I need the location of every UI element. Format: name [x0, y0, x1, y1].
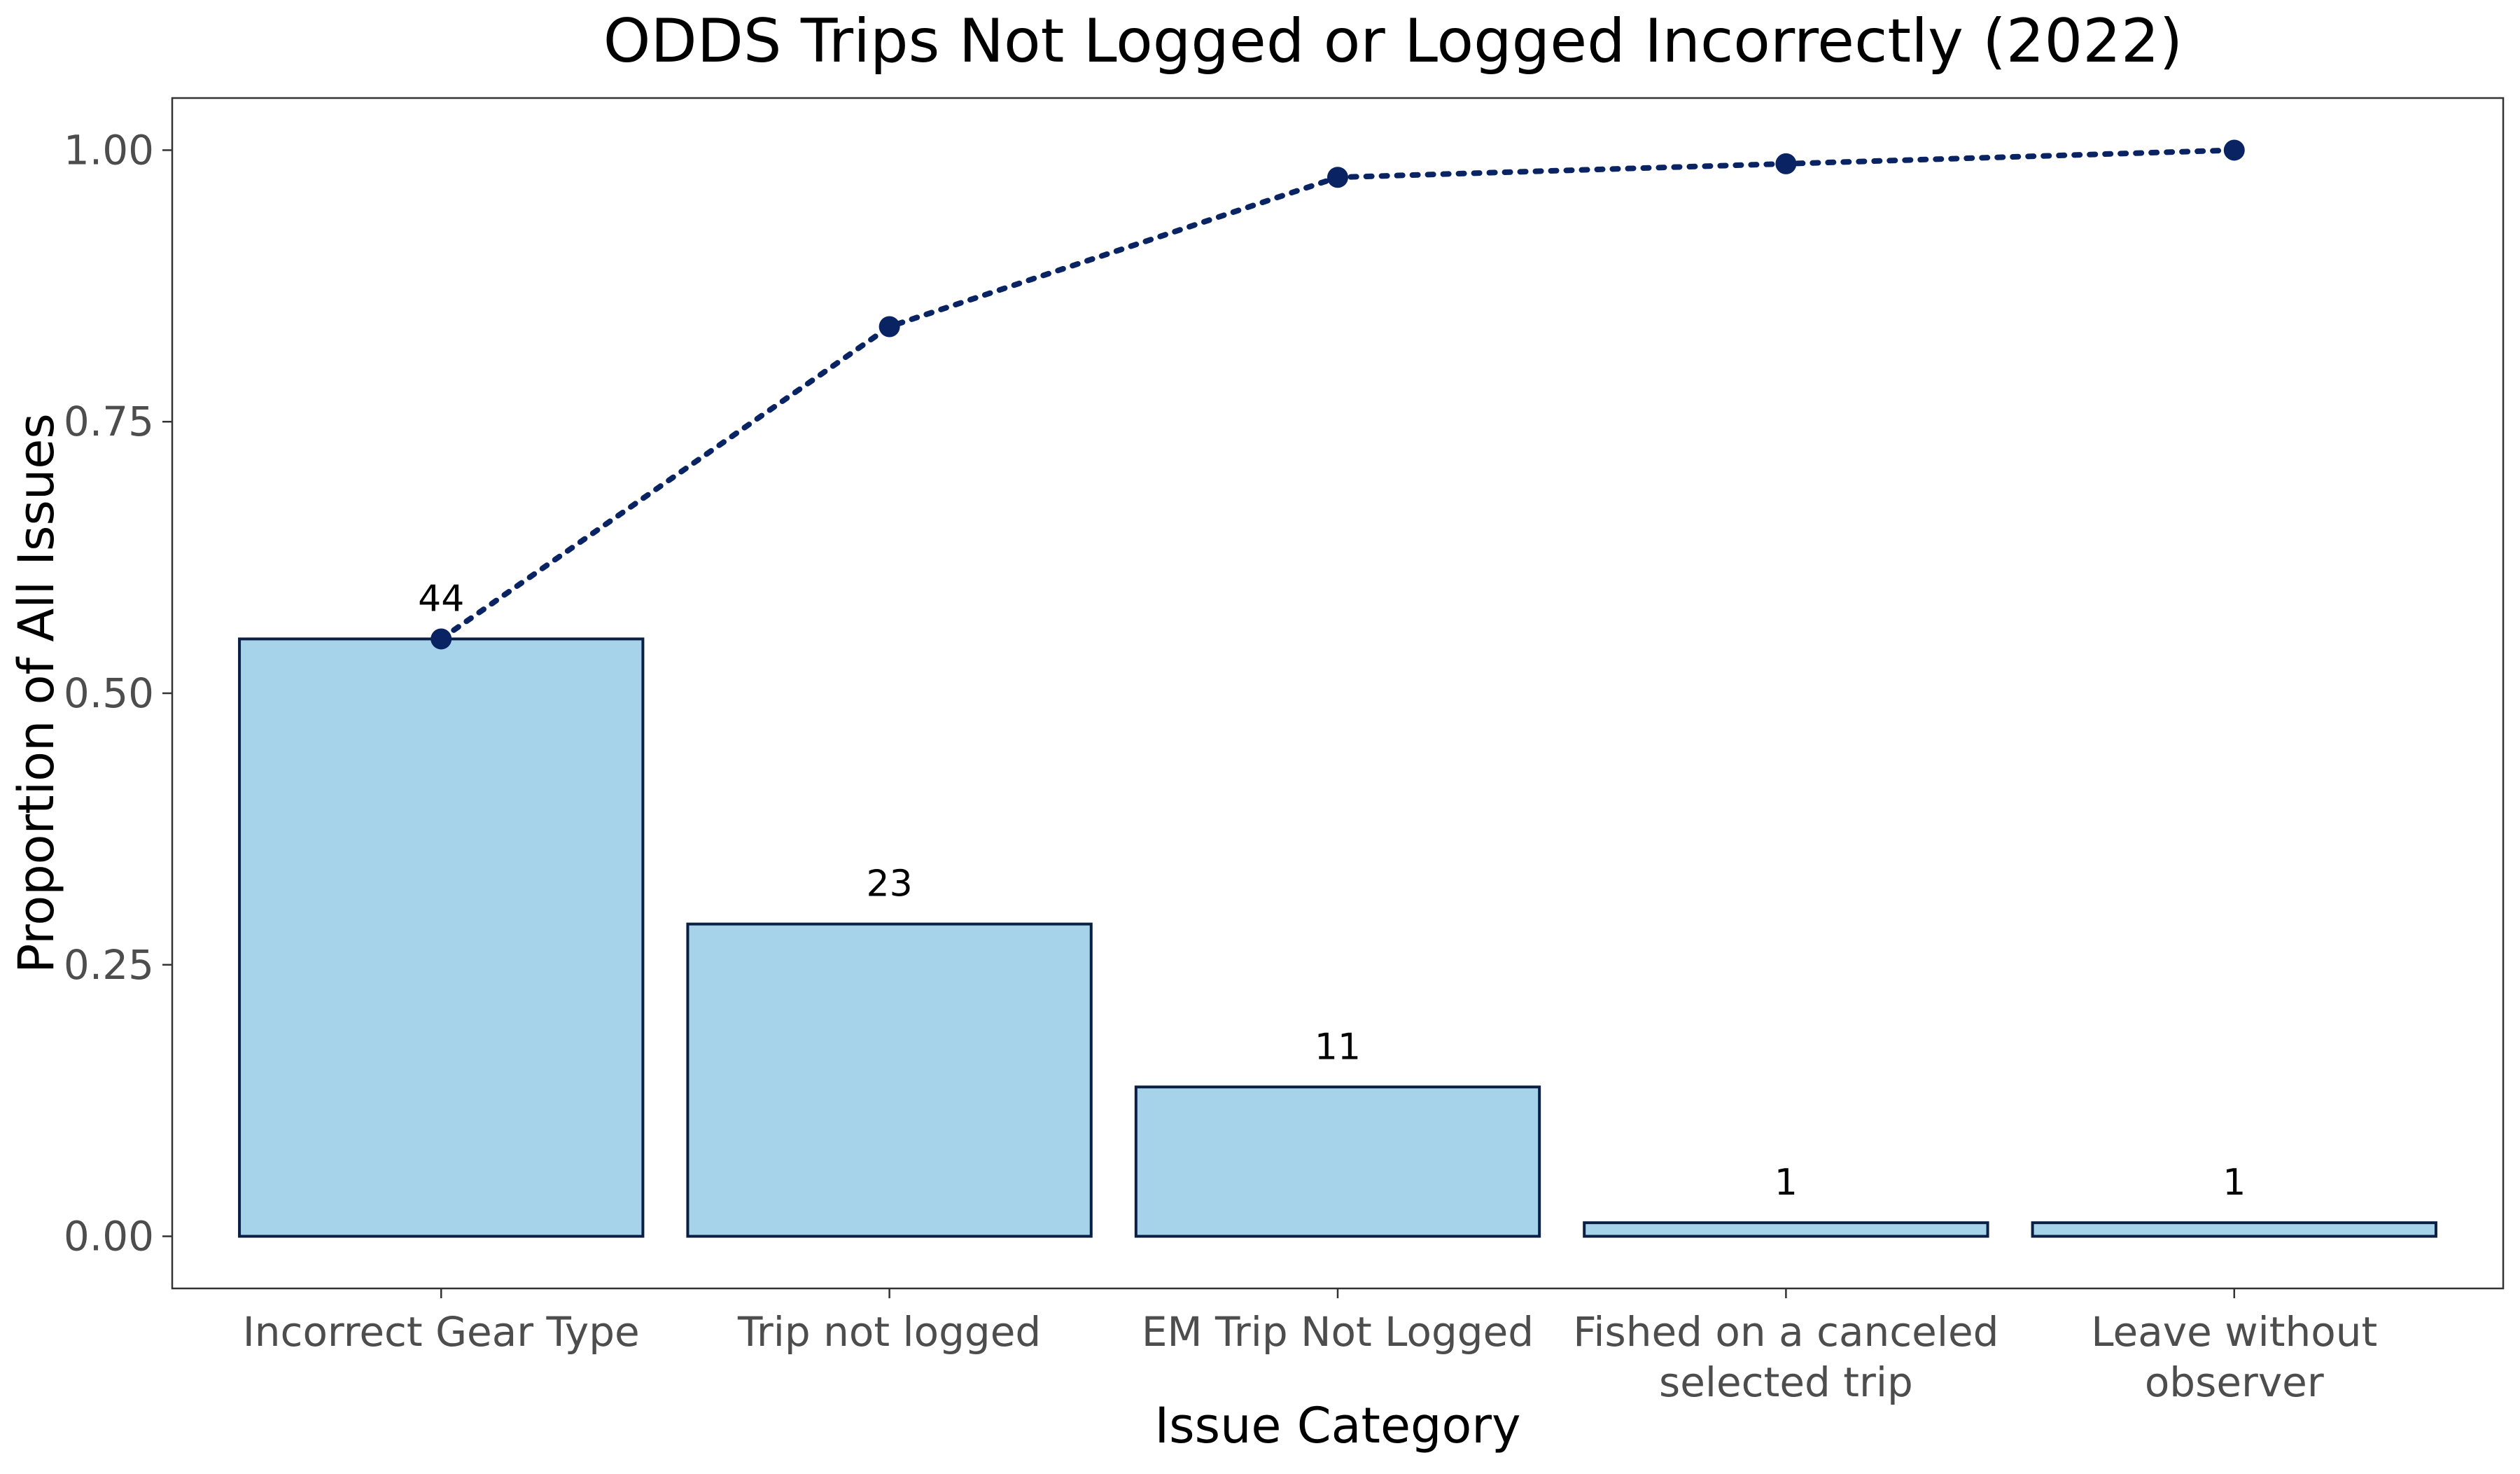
bar	[238, 637, 645, 1238]
x-axis-title: Issue Category	[1154, 1397, 1520, 1454]
bar	[2031, 1221, 2437, 1238]
bar	[686, 922, 1093, 1238]
x-tick-label-line: observer	[2145, 1358, 2324, 1406]
y-axis: 0.00 0.25 0.50 0.75 1.00	[64, 126, 172, 1260]
cumulative-line	[430, 139, 2245, 650]
x-tick-label-line: Fished on a canceled	[1573, 1308, 1998, 1356]
cumulative-point	[878, 316, 900, 338]
y-tick-label: 0.50	[64, 669, 154, 717]
bar-count-label: 11	[1315, 1026, 1361, 1068]
y-tick-label: 0.75	[64, 398, 154, 445]
x-axis: Incorrect Gear Type Trip not logged EM Tri…	[243, 1288, 2377, 1406]
x-tick-label: EM Trip Not Logged	[1142, 1308, 1534, 1356]
bar-count-label: 1	[2222, 1162, 2246, 1204]
bar-count-label: 1	[1774, 1162, 1798, 1204]
x-tick-label: Fished on a canceled selected trip	[1573, 1308, 1998, 1406]
x-tick-label-line: Leave without	[2091, 1308, 2377, 1356]
cumulative-point	[1327, 167, 1348, 188]
x-tick-label-line: selected trip	[1659, 1358, 1913, 1406]
x-tick-label: Leave without observer	[2091, 1308, 2377, 1406]
y-axis-title: Proportion of All Issues	[8, 413, 65, 973]
bar	[1134, 1085, 1541, 1238]
bar-count-label: 23	[867, 863, 913, 905]
y-tick-label: 1.00	[64, 126, 154, 174]
chart-title: ODDS Trips Not Logged or Logged Incorrec…	[603, 6, 2183, 76]
bar	[1583, 1221, 1989, 1238]
y-tick-label: 0.00	[64, 1213, 154, 1260]
cumulative-line-path	[438, 147, 2237, 642]
x-tick-label-line: Incorrect Gear Type	[243, 1308, 640, 1356]
cumulative-point	[430, 628, 452, 650]
x-tick-label: Incorrect Gear Type	[243, 1308, 640, 1356]
cumulative-point	[2223, 139, 2245, 161]
x-tick-label-line: Trip not logged	[737, 1308, 1041, 1356]
x-tick-label: Trip not logged	[737, 1308, 1041, 1356]
cumulative-point	[1775, 153, 1797, 174]
bars	[238, 637, 2437, 1238]
bar-count-label: 44	[418, 578, 464, 620]
y-tick-label: 0.25	[64, 941, 154, 989]
x-tick-label-line: EM Trip Not Logged	[1142, 1308, 1534, 1356]
